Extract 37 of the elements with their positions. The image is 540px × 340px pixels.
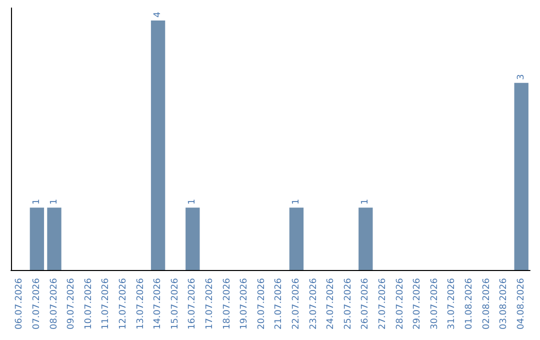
x-tick-label: 03.08.2026	[499, 278, 510, 330]
x-tick-label: 04.08.2026	[516, 278, 526, 330]
x-tick-label: 21.07.2026	[274, 278, 284, 330]
x-tick-label: 24.07.2026	[326, 278, 336, 330]
x-tick-label: 14.07.2026	[153, 278, 164, 330]
x-tick-label: 02.08.2026	[482, 278, 492, 330]
x-tick-label: 06.07.2026	[14, 278, 25, 330]
data-label: 3	[516, 74, 526, 80]
x-tick-label: 30.07.2026	[430, 278, 440, 330]
x-tick-label: 11.07.2026	[101, 278, 112, 330]
x-tick-label: 19.07.2026	[240, 278, 250, 330]
data-label: 4	[153, 11, 164, 18]
x-tick-label: 17.07.2026	[204, 278, 215, 330]
x-tick-label: 31.07.2026	[447, 278, 458, 330]
x-tick-label: 13.07.2026	[136, 278, 146, 330]
x-tick-label: 29.07.2026	[412, 278, 423, 330]
data-label: 1	[188, 198, 198, 205]
x-tick-label: 12.07.2026	[118, 278, 128, 330]
x-tick-label: 10.07.2026	[84, 278, 94, 330]
data-label: 1	[291, 198, 302, 205]
x-tick-label: 09.07.2026	[66, 278, 77, 330]
x-tick-label: 16.07.2026	[188, 278, 198, 330]
x-tick-label: 26.07.2026	[360, 278, 371, 330]
x-tick-label: 18.07.2026	[222, 278, 232, 330]
data-label: 1	[49, 198, 60, 205]
x-tick-label: 23.07.2026	[308, 278, 319, 330]
x-tick-label: 27.07.2026	[378, 278, 388, 330]
x-tick-label: 07.07.2026	[32, 278, 42, 330]
x-tick-label: 25.07.2026	[343, 278, 354, 330]
data-label: 1	[360, 198, 371, 205]
x-tick-label: 28.07.2026	[395, 278, 406, 330]
x-tick-label: 15.07.2026	[170, 278, 180, 330]
x-tick-label: 20.07.2026	[256, 278, 267, 330]
x-tick-label: 08.07.2026	[49, 278, 60, 330]
x-tick-label: 01.08.2026	[464, 278, 474, 330]
data-label: 1	[32, 198, 42, 205]
x-tick-label: 22.07.2026	[291, 278, 302, 330]
